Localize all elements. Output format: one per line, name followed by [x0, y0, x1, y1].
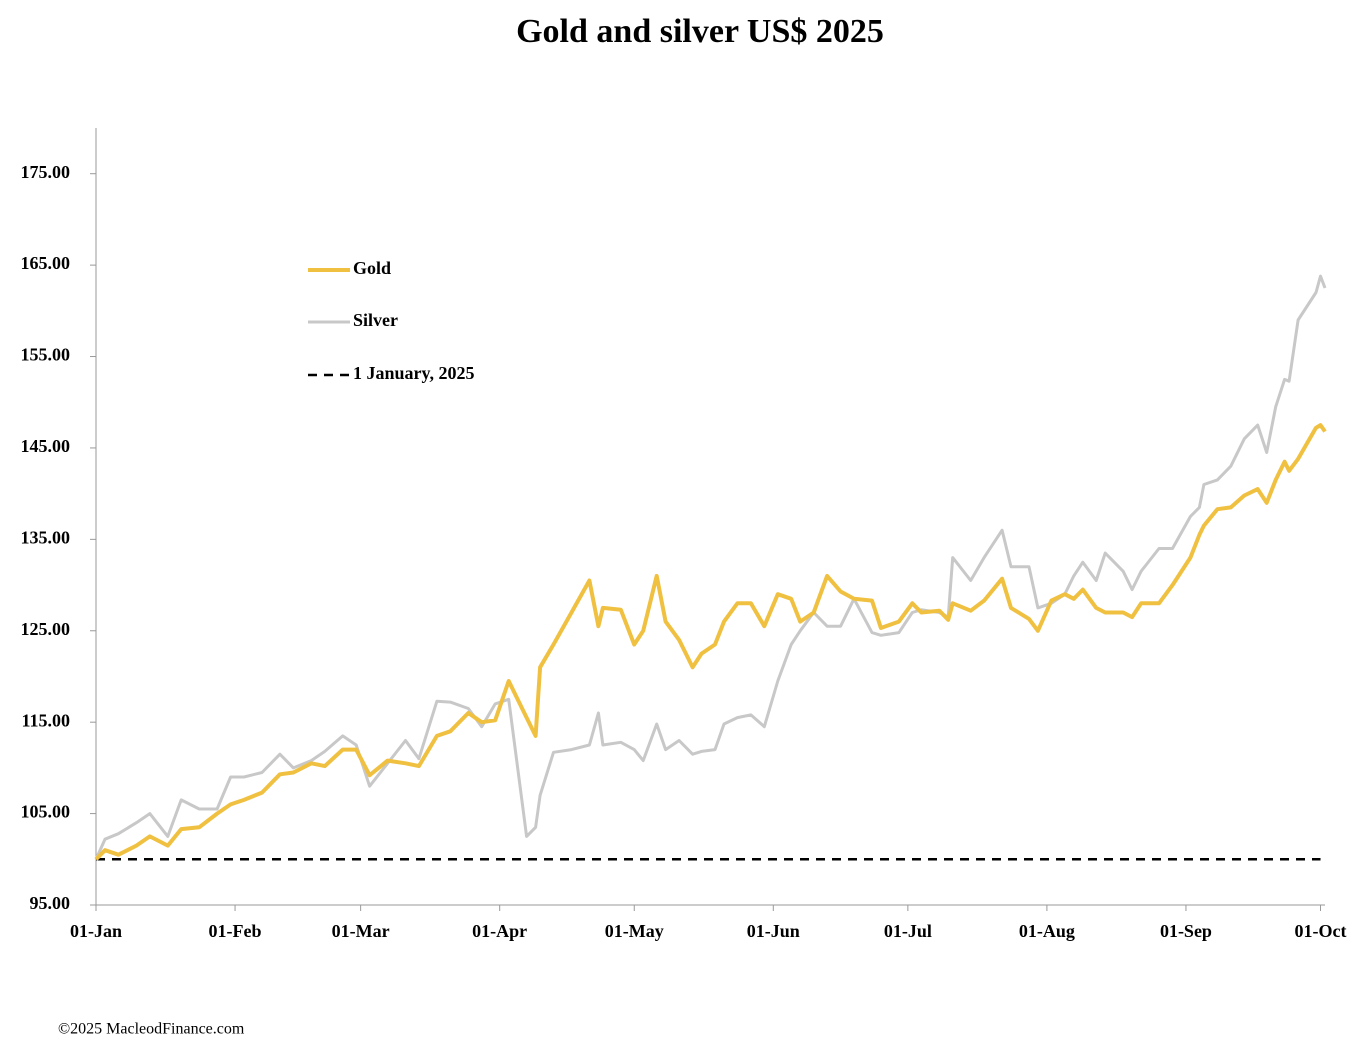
x-tick-label: 01-Mar: [332, 921, 390, 941]
x-tick-label: 01-Sep: [1160, 921, 1212, 941]
y-tick-label: 175.00: [21, 162, 71, 182]
x-tick-label: 01-Aug: [1019, 921, 1075, 941]
legend-label: 1 January, 2025: [353, 363, 475, 383]
y-tick-label: 105.00: [21, 802, 71, 822]
y-tick-label: 115.00: [21, 710, 70, 730]
footnote: ©2025 MacleodFinance.com: [58, 1021, 245, 1038]
x-tick-label: 01-Jun: [747, 921, 800, 941]
y-tick-label: 165.00: [21, 253, 71, 273]
line-series: [94, 274, 1327, 860]
x-tick-label: 01-Jan: [70, 921, 122, 941]
x-tick-label: 01-May: [605, 921, 664, 941]
y-tick-label: 125.00: [21, 619, 71, 639]
x-tick-label: 01-Apr: [472, 921, 527, 941]
line-series: [94, 423, 1327, 861]
x-tick-label: 01-Oct: [1295, 921, 1347, 941]
legend-label: Gold: [353, 258, 391, 278]
y-tick-label: 135.00: [21, 527, 71, 547]
y-tick-label: 155.00: [21, 345, 71, 365]
legend-label: Silver: [353, 310, 398, 330]
y-tick-label: 145.00: [21, 436, 71, 456]
y-tick-label: 95.00: [30, 893, 71, 913]
x-tick-label: 01-Feb: [209, 921, 262, 941]
chart-title: Gold and silver US$ 2025: [516, 13, 884, 50]
x-tick-label: 01-Jul: [884, 921, 932, 941]
